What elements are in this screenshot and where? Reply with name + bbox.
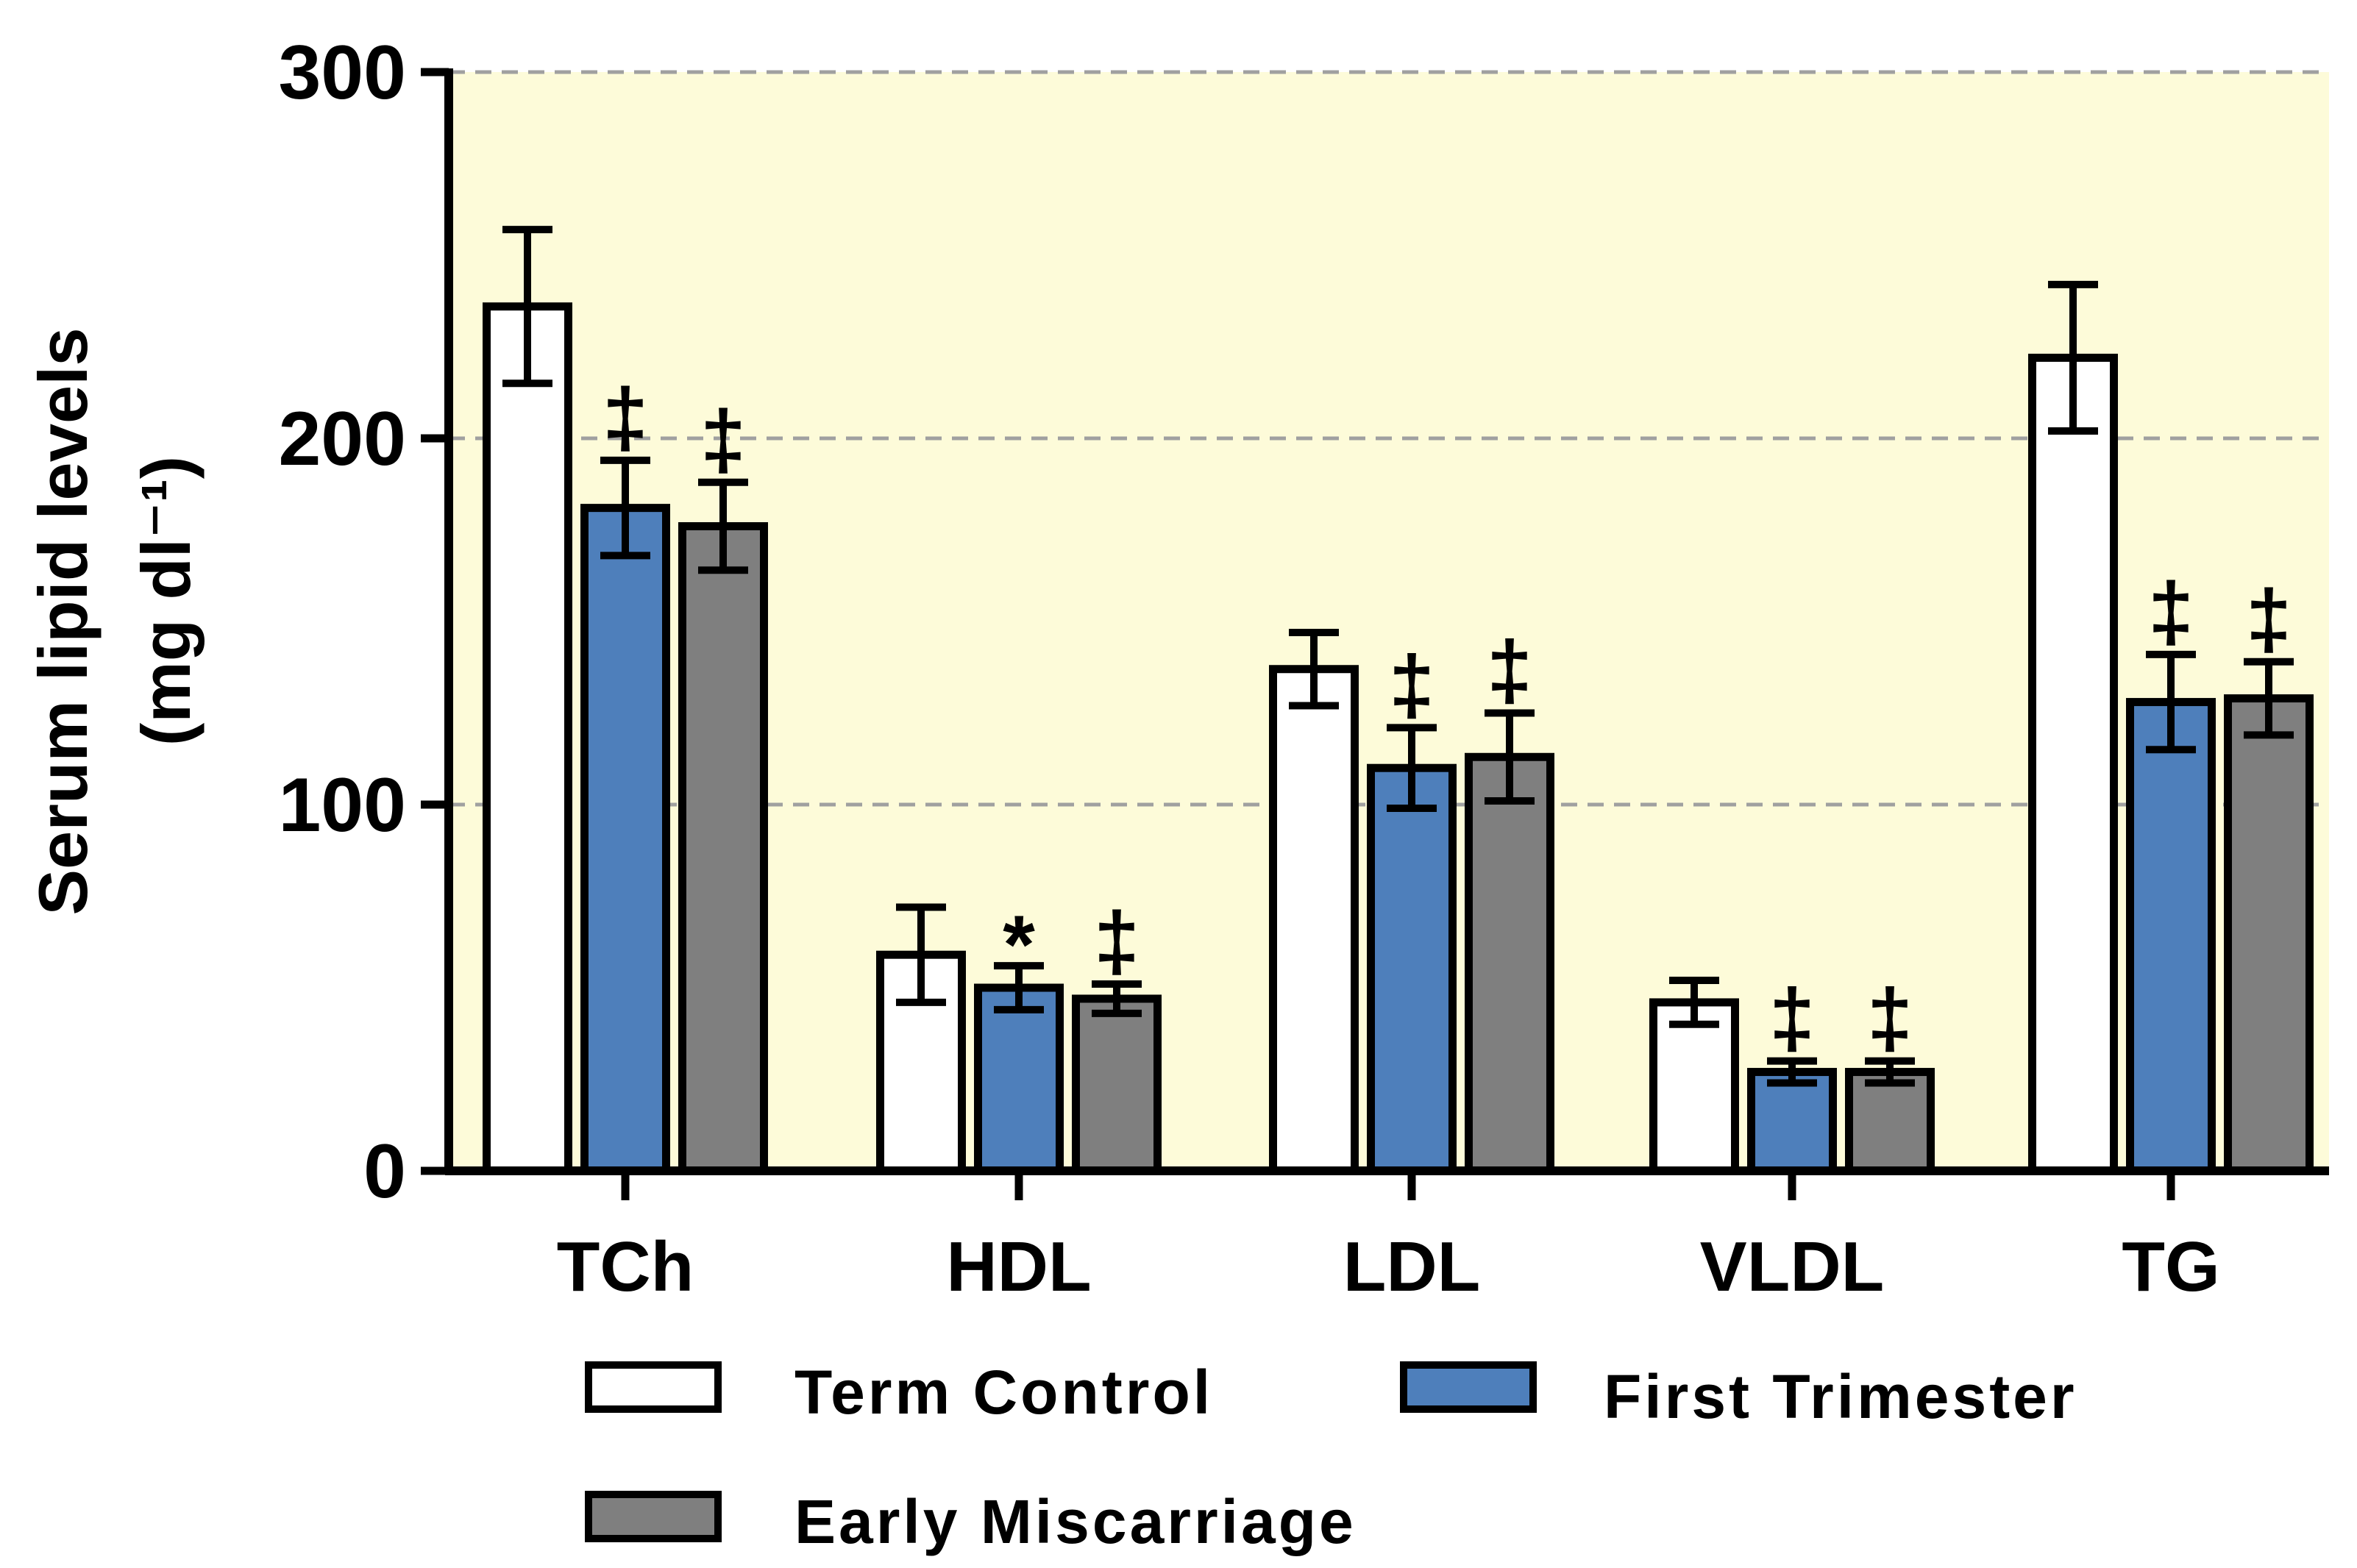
bar	[1465, 752, 1554, 1175]
legend-swatch	[585, 1361, 722, 1413]
significance-marker: ‡	[1094, 895, 1140, 987]
y-ticks: 0 100 200 300	[278, 30, 449, 1214]
significance-marker: ‡	[2148, 566, 2194, 658]
y-tick-label: 300	[278, 30, 406, 115]
y-tick-label: 0	[363, 1129, 406, 1214]
y-tick-label: 200	[278, 396, 406, 482]
bar	[2028, 353, 2118, 1175]
significance-marker: *	[1003, 899, 1035, 991]
y-axis-label: Serum lipid levels	[24, 327, 102, 915]
x-tick-label: LDL	[1343, 1227, 1481, 1306]
bar	[1649, 998, 1739, 1175]
x-tick-label: HDL	[946, 1227, 1091, 1306]
legend: Term Control First Trimester Early Miscarr…	[585, 1358, 2077, 1556]
significance-marker: ‡	[1389, 638, 1435, 730]
y-tick-label: 100	[278, 763, 406, 848]
x-tick-label: TCh	[557, 1227, 694, 1306]
legend-label: Term Control	[794, 1358, 1213, 1427]
bar	[580, 504, 670, 1175]
significance-marker: ‡	[700, 393, 746, 485]
x-categories: TCh HDL LDL VLDL TG	[557, 1171, 2220, 1306]
y-axis-title: Serum lipid levels (mg dl⁻¹)	[24, 327, 205, 915]
bar	[678, 522, 768, 1175]
bar	[2224, 694, 2314, 1175]
legend-label: Early Miscarriage	[794, 1487, 1357, 1556]
legend-swatch	[1400, 1361, 1537, 1413]
bar	[1845, 1068, 1935, 1175]
significance-marker: ‡	[1867, 972, 1913, 1064]
bars: ‡ ‡ * ‡ ‡ ‡ ‡ ‡ ‡ ‡	[483, 226, 2314, 1175]
x-tick-label: VLDL	[1700, 1227, 1885, 1306]
bar	[1747, 1068, 1837, 1175]
significance-marker: ‡	[1487, 624, 1532, 716]
bar	[1367, 763, 1457, 1175]
significance-marker: ‡	[2246, 573, 2292, 665]
bar	[2126, 698, 2216, 1175]
significance-marker: ‡	[602, 371, 648, 463]
bar	[1269, 665, 1359, 1175]
bar	[974, 983, 1064, 1175]
significance-marker: ‡	[1769, 972, 1815, 1064]
y-axis-unit: (mg dl⁻¹)	[127, 456, 205, 746]
axes	[444, 68, 2329, 1175]
bar	[1072, 994, 1162, 1175]
x-tick-label: TG	[2122, 1227, 2219, 1306]
legend-swatch	[585, 1491, 722, 1542]
bar	[483, 302, 572, 1175]
legend-label: First Trimester	[1604, 1362, 2077, 1431]
